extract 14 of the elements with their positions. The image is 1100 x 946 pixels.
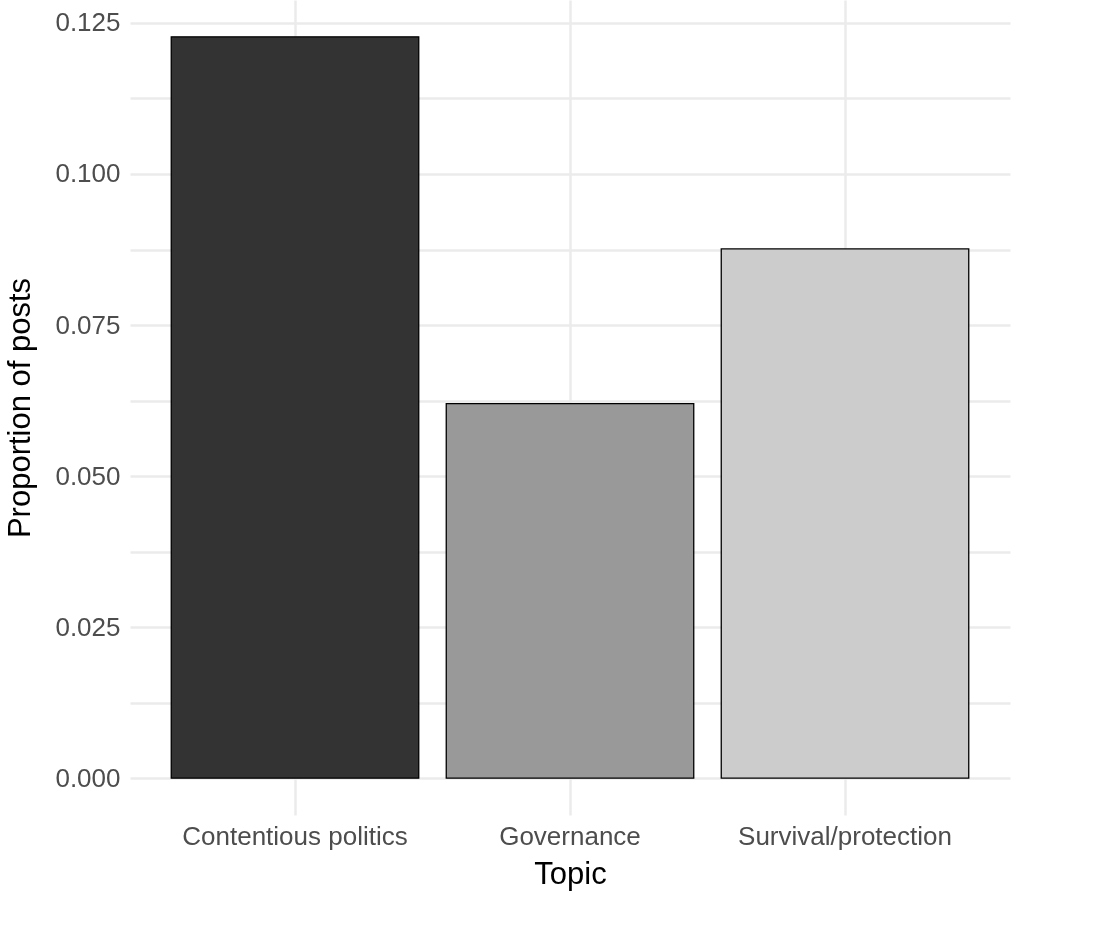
text: 0.000 — [55, 762, 121, 793]
y-tick-label: 0.050 — [55, 460, 121, 491]
y-tick-label: 0.125 — [55, 7, 121, 38]
x-tick-label: Contentious politics — [182, 820, 408, 851]
bar — [170, 36, 420, 779]
y-tick-label: 0.100 — [55, 158, 121, 189]
x-tick-label: Survival/protection — [738, 820, 952, 851]
y-tick-label: 0.025 — [55, 611, 121, 642]
bar — [720, 248, 970, 779]
y-axis-title: Proportion of posts — [2, 277, 38, 539]
bar — [445, 402, 695, 779]
x-axis-title: Topic — [534, 855, 607, 891]
y-tick-label: 0.075 — [55, 309, 121, 340]
x-tick-label: Governance — [499, 820, 641, 851]
